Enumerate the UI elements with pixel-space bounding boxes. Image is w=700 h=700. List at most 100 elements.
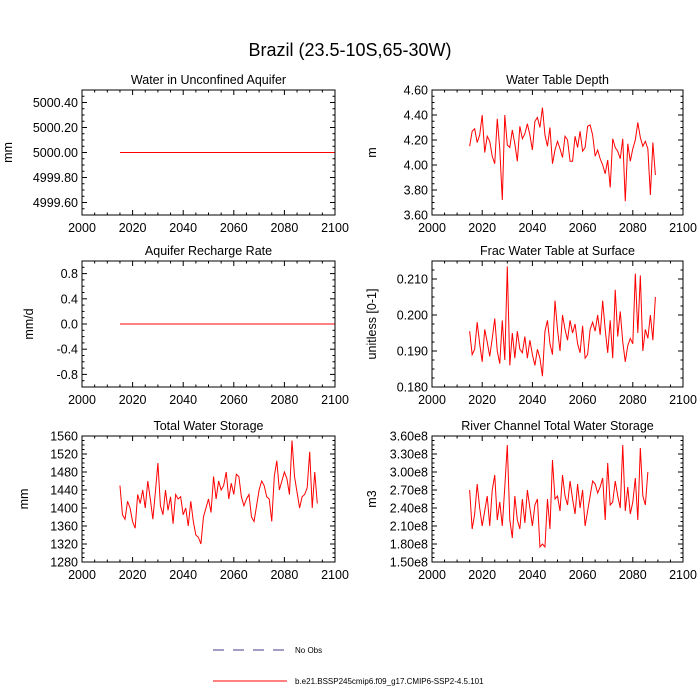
y-tick-label: 4999.60	[33, 196, 78, 210]
y-tick-label: 5000.00	[33, 146, 78, 160]
y-tick-label: 1.50e8	[390, 556, 428, 570]
data-series-line	[469, 107, 656, 202]
x-tick-label: 2020	[119, 393, 147, 407]
y-tick-label: 4.20	[404, 134, 428, 148]
chart-title: Water in Unconfined Aquifer	[131, 73, 286, 87]
y-tick-label: 0.210	[397, 273, 428, 287]
x-tick-label: 2080	[619, 221, 647, 235]
y-tick-label: 1440	[50, 484, 78, 498]
x-tick-label: 2040	[169, 221, 197, 235]
y-axis-label: unitless [0-1]	[365, 289, 379, 360]
x-tick-label: 2020	[119, 221, 147, 235]
x-tick-label: 2080	[270, 393, 298, 407]
x-tick-label: 2000	[68, 568, 96, 582]
y-tick-label: 0.0	[61, 318, 78, 332]
x-tick-label: 2060	[220, 221, 248, 235]
y-tick-label: 4.60	[404, 84, 428, 98]
y-tick-label: 4.40	[404, 109, 428, 123]
x-tick-label: 2040	[169, 568, 197, 582]
y-tick-label: 1280	[50, 556, 78, 570]
y-tick-label: 1.80e8	[390, 538, 428, 552]
y-tick-label: 2.70e8	[390, 484, 428, 498]
plot-frame	[81, 260, 336, 388]
x-tick-label: 2100	[669, 221, 697, 235]
chart-panel-6: River Channel Total Water Storage m3 2000 2…	[365, 419, 697, 582]
x-tick-label: 2060	[569, 221, 597, 235]
chart-title: Aquifer Recharge Rate	[145, 244, 272, 258]
y-tick-label: 4.00	[404, 159, 428, 173]
x-tick-label: 2100	[669, 393, 697, 407]
plot-frame	[431, 260, 684, 388]
plot-frame	[81, 435, 336, 563]
y-tick-label: 1400	[50, 502, 78, 516]
x-tick-label: 2020	[468, 393, 496, 407]
y-tick-label: 3.00e8	[390, 466, 428, 480]
x-tick-label: 2020	[468, 568, 496, 582]
x-tick-label: 2080	[270, 221, 298, 235]
y-axis-label: mm	[17, 489, 31, 510]
x-tick-label: 2100	[321, 221, 349, 235]
data-series-line	[469, 444, 649, 549]
x-tick-label: 2040	[518, 393, 546, 407]
data-series-line	[469, 266, 656, 377]
x-tick-label: 2020	[119, 568, 147, 582]
y-tick-label: 3.80	[404, 184, 428, 198]
chart-panel-2: Water Table Depth m 2000 2020 2040 2060 2080 21…	[365, 73, 697, 235]
y-axis-label: mm	[1, 142, 15, 163]
x-tick-label: 2040	[518, 568, 546, 582]
x-tick-label: 2100	[321, 393, 349, 407]
x-tick-label: 2000	[68, 221, 96, 235]
x-tick-label: 2060	[569, 568, 597, 582]
y-tick-label: 1520	[50, 448, 78, 462]
x-tick-label: 2040	[518, 221, 546, 235]
y-tick-label: 0.200	[397, 309, 428, 323]
y-tick-label: 3.60e8	[390, 430, 428, 444]
chart-title: Total Water Storage	[153, 419, 263, 433]
y-tick-label: 5000.20	[33, 121, 78, 135]
plot-frame	[431, 89, 684, 216]
y-axis-label: m3	[365, 490, 379, 507]
x-tick-label: 2000	[418, 568, 446, 582]
chart-panel-1: Water in Unconfined Aquifer mm 2000 2020 204…	[1, 73, 349, 235]
figure-title: Brazil (23.5-10S,65-30W)	[248, 40, 451, 60]
x-tick-label: 2040	[169, 393, 197, 407]
x-tick-label: 2080	[619, 393, 647, 407]
y-tick-label: 1360	[50, 520, 78, 534]
chart-panel-5: Total Water Storage mm 2000 2020 2040 2060 208…	[17, 419, 349, 582]
x-tick-label: 2060	[220, 393, 248, 407]
chart-panel-4: Frac Water Table at Surface unitless [0-1…	[365, 244, 697, 407]
x-tick-label: 2000	[418, 221, 446, 235]
y-tick-label: 0.190	[397, 345, 428, 359]
y-tick-label: 0.8	[61, 267, 78, 281]
x-tick-label: 2100	[321, 568, 349, 582]
y-tick-label: 3.30e8	[390, 448, 428, 462]
plot-frame	[81, 89, 336, 216]
chart-panels: Water in Unconfined Aquifer mm 2000 2020 204…	[1, 73, 697, 582]
y-tick-label: -0.4	[56, 343, 78, 357]
y-tick-label: 3.60	[404, 209, 428, 223]
x-tick-label: 2080	[270, 568, 298, 582]
y-tick-label: 4999.80	[33, 171, 78, 185]
plot-frame	[431, 435, 684, 563]
y-tick-label: 1560	[50, 430, 78, 444]
legend: No Obs b.e21.BSSP245cmip6.f09_g17.CMIP6-…	[213, 646, 484, 686]
chart-title: Frac Water Table at Surface	[480, 244, 635, 258]
x-tick-label: 2000	[68, 393, 96, 407]
chart-title: Water Table Depth	[506, 73, 609, 87]
y-tick-label: 2.40e8	[390, 502, 428, 516]
x-tick-label: 2060	[569, 393, 597, 407]
y-tick-label: 2.10e8	[390, 520, 428, 534]
legend-model-label: b.e21.BSSP245cmip6.f09_g17.CMIP6-SSP2-4.…	[295, 677, 484, 686]
x-tick-label: 2060	[220, 568, 248, 582]
chart-title: River Channel Total Water Storage	[461, 419, 654, 433]
y-tick-label: 1320	[50, 538, 78, 552]
data-series-line	[119, 440, 318, 545]
x-tick-label: 2100	[669, 568, 697, 582]
x-tick-label: 2000	[418, 393, 446, 407]
y-tick-label: 0.4	[61, 292, 78, 306]
x-tick-label: 2020	[468, 221, 496, 235]
chart-panel-3: Aquifer Recharge Rate mm/d 2000 2020 2040 206…	[22, 244, 349, 407]
y-axis-label: m	[365, 147, 379, 157]
y-tick-label: 0.180	[397, 381, 428, 395]
